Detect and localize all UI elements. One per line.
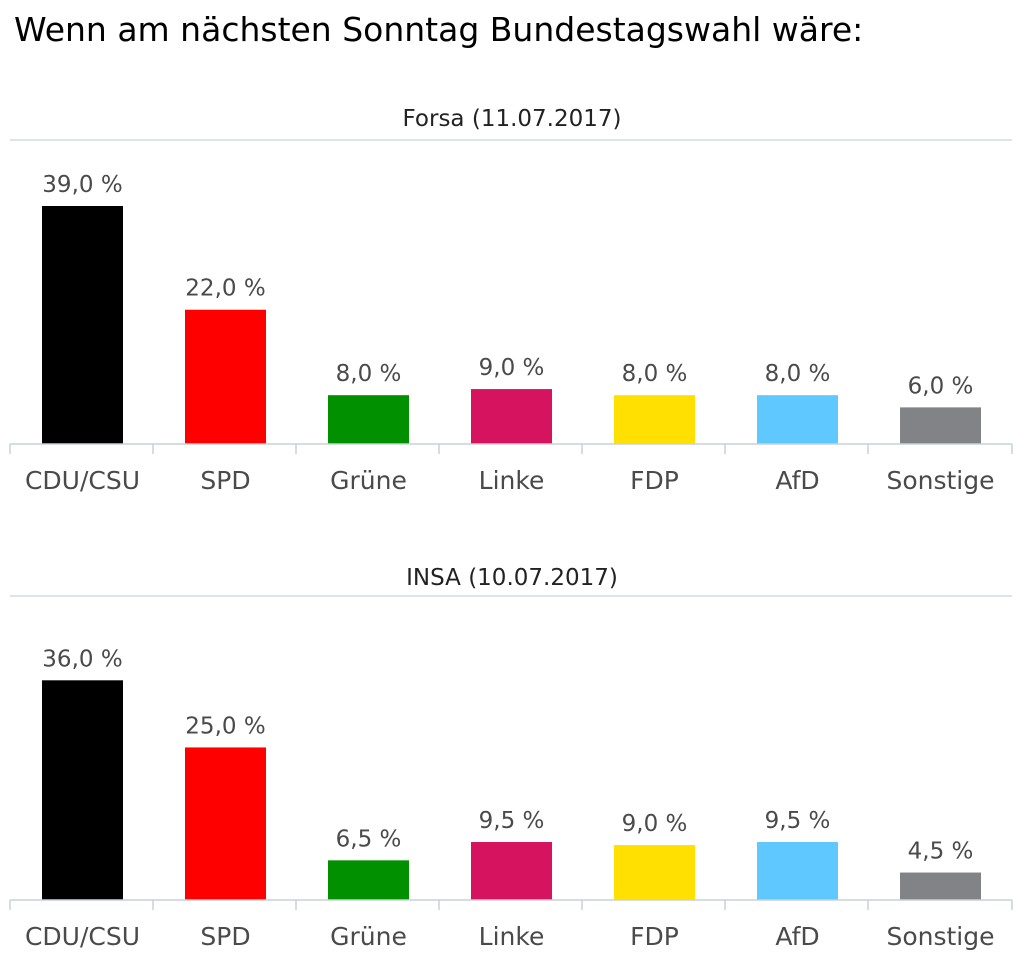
category-label: Sonstige (886, 466, 994, 495)
bar-afd (757, 395, 838, 444)
category-label: Grüne (330, 466, 407, 495)
bar-linke (471, 389, 552, 444)
chart-title: INSA (10.07.2017) (406, 565, 618, 591)
category-label: SPD (200, 922, 250, 951)
bar-cdu-csu (42, 206, 123, 444)
bar-sonstige (900, 872, 981, 900)
category-label: Linke (479, 922, 545, 951)
category-label: Grüne (330, 922, 407, 951)
poll-chart-1: Forsa (11.07.2017) 39,0 % CDU/CSU 22,0 % SPD… (9, 106, 1013, 495)
bar-fdp (614, 845, 695, 900)
data-label: 6,5 % (336, 826, 402, 852)
poll-chart-2: INSA (10.07.2017) 36,0 % CDU/CSU 25,0 % SPD 6… (9, 565, 1013, 951)
category-label: FDP (630, 922, 679, 951)
bar-spd (185, 309, 266, 444)
data-label: 22,0 % (185, 276, 265, 302)
bar-linke (471, 842, 552, 900)
data-label: 8,0 % (336, 361, 402, 387)
bar-fdp (614, 395, 695, 444)
data-label: 9,0 % (622, 811, 688, 837)
bar-gr-ne (328, 860, 409, 900)
data-label: 9,0 % (479, 355, 545, 381)
page-title: Wenn am nächsten Sonntag Bundestagswahl … (14, 10, 864, 49)
category-label: Sonstige (886, 922, 994, 951)
data-label: 8,0 % (622, 361, 688, 387)
bar-afd (757, 842, 838, 900)
category-label: CDU/CSU (25, 922, 140, 951)
data-label: 6,0 % (908, 373, 974, 399)
category-label: AfD (775, 922, 819, 951)
category-label: SPD (200, 466, 250, 495)
bar-cdu-csu (42, 680, 123, 900)
category-label: CDU/CSU (25, 466, 140, 495)
data-label: 8,0 % (765, 361, 831, 387)
data-label: 36,0 % (42, 646, 122, 672)
data-label: 25,0 % (185, 713, 265, 739)
data-label: 9,5 % (765, 808, 831, 834)
data-label: 39,0 % (42, 172, 122, 198)
category-label: Linke (479, 466, 545, 495)
data-label: 4,5 % (908, 839, 974, 865)
category-label: AfD (775, 466, 819, 495)
bar-spd (185, 747, 266, 900)
bar-sonstige (900, 407, 981, 444)
bar-gr-ne (328, 395, 409, 444)
data-label: 9,5 % (479, 808, 545, 834)
category-label: FDP (630, 466, 679, 495)
chart-title: Forsa (11.07.2017) (403, 106, 622, 132)
